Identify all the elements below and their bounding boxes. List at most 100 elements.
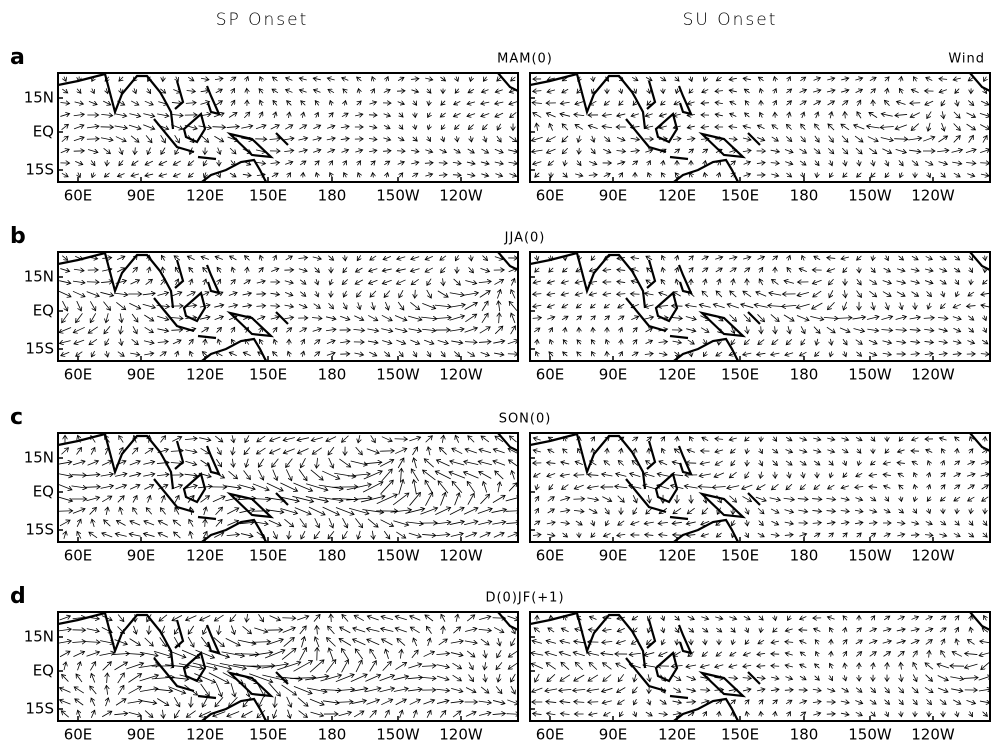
wind-vector <box>380 688 395 692</box>
wind-vector <box>185 438 197 439</box>
wind-vector <box>410 269 419 272</box>
wind-vector <box>617 687 626 692</box>
wind-vector <box>561 462 569 464</box>
wind-vector <box>814 78 821 81</box>
wind-vector <box>869 487 877 488</box>
wind-vector <box>464 508 478 514</box>
wind-vector <box>533 713 542 714</box>
wind-vector <box>311 712 324 716</box>
wind-vector <box>159 161 167 165</box>
wind-vector <box>479 472 492 479</box>
wind-vector <box>452 481 462 492</box>
wind-vector <box>442 435 443 443</box>
wind-vector <box>428 113 431 118</box>
wind-vector <box>532 641 542 644</box>
wind-vector <box>100 292 113 295</box>
wind-vector <box>87 139 99 140</box>
wind-vector <box>215 78 223 79</box>
wind-vector <box>355 649 362 659</box>
wind-vector <box>102 461 112 466</box>
wind-vector <box>58 484 72 490</box>
wind-vector <box>384 531 389 539</box>
wind-vector <box>588 702 598 703</box>
wind-vector <box>672 522 682 523</box>
wind-vector <box>884 100 889 105</box>
wind-vector <box>106 351 107 357</box>
wind-vector <box>844 675 846 681</box>
wind-vector <box>413 638 416 646</box>
wind-vector <box>603 534 610 537</box>
wind-vector <box>216 89 223 93</box>
wind-vector <box>645 353 653 354</box>
wind-vector <box>674 352 679 356</box>
coastline <box>530 73 990 188</box>
wind-vector <box>788 326 790 334</box>
wind-vector <box>689 256 694 260</box>
wind-vector <box>870 628 877 631</box>
wind-vector <box>910 341 919 342</box>
wind-vector <box>274 112 276 118</box>
wind-vector <box>814 149 820 154</box>
wind-vector <box>218 625 219 634</box>
wind-vector <box>451 688 463 691</box>
wind-vector <box>230 256 237 260</box>
wind-vector <box>301 531 305 539</box>
wind-vector <box>872 663 873 669</box>
wind-vector <box>396 280 405 284</box>
wind-vector <box>439 175 447 176</box>
wind-vector <box>449 472 465 478</box>
x-tick-label: 120W <box>439 726 483 744</box>
wind-vector <box>841 701 849 703</box>
wind-vector <box>887 663 888 670</box>
wind-vector <box>132 314 138 322</box>
wind-vector <box>328 626 335 634</box>
wind-vector <box>102 533 112 537</box>
wind-vector <box>715 91 723 92</box>
wind-vector <box>185 450 197 452</box>
wind-vector <box>162 267 163 273</box>
wind-vector <box>546 137 555 142</box>
wind-vector <box>71 486 86 488</box>
wind-vector <box>701 617 708 619</box>
wind-vector <box>547 90 555 92</box>
wind-vector <box>800 640 807 643</box>
wind-vector <box>841 438 848 440</box>
wind-vector <box>535 496 538 501</box>
wind-vector <box>465 342 477 343</box>
wind-vector <box>966 163 976 164</box>
wind-vector <box>313 257 322 259</box>
wind-vector <box>533 534 541 535</box>
wind-vector <box>592 136 594 142</box>
wind-vector <box>829 461 833 465</box>
wind-vector <box>604 137 610 142</box>
wind-vector <box>662 267 663 272</box>
wind-vector <box>941 485 945 490</box>
wind-vector <box>468 674 473 681</box>
wind-vector <box>926 675 933 682</box>
wind-vector <box>435 507 450 514</box>
wind-vector <box>89 101 97 104</box>
wind-vector <box>535 674 539 682</box>
wind-vector <box>154 651 172 657</box>
wind-vector <box>128 701 143 703</box>
wind-vector <box>201 637 208 647</box>
wind-vector <box>300 161 306 165</box>
wind-vector <box>784 281 794 284</box>
wind-vector <box>216 459 221 466</box>
wind-vector <box>144 341 154 343</box>
wind-vector <box>74 269 84 271</box>
wind-vector <box>327 150 334 153</box>
wind-vector <box>816 112 819 118</box>
wind-vector <box>316 173 317 178</box>
wind-vector <box>511 638 515 646</box>
wind-vector <box>185 474 198 476</box>
wind-vector <box>967 124 976 130</box>
map-content <box>58 612 519 727</box>
wind-vector <box>545 689 557 691</box>
wind-vector <box>314 90 321 93</box>
wind-vector <box>326 437 336 442</box>
wind-vector <box>743 689 751 691</box>
wind-vector <box>760 472 761 479</box>
wind-vector <box>573 652 585 656</box>
wind-vector <box>365 675 380 682</box>
